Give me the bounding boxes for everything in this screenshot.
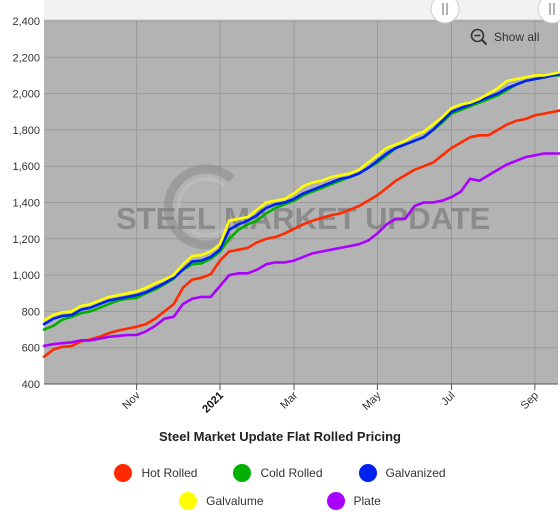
watermark-text: STEEL MARKET UPDATE: [116, 201, 490, 236]
y-tick-label: 1,600: [12, 161, 40, 173]
navigator-background: [44, 0, 558, 20]
legend-item-cold-rolled[interactable]: Cold Rolled: [233, 464, 323, 482]
legend-label-galvalume: Galvalume: [206, 494, 264, 508]
y-tick-label: 1,400: [12, 198, 40, 210]
series-line-hot-rolled[interactable]: [42, 103, 560, 359]
legend-marker-plate: [326, 492, 345, 510]
legend-row-1: Hot Rolled Cold Rolled Galvanized: [0, 464, 560, 482]
legend-item-plate[interactable]: Plate: [326, 492, 381, 510]
legend-label-galvanized: Galvanized: [385, 466, 446, 480]
navigator-handle-left[interactable]: [430, 0, 460, 24]
legend-label-hot-rolled: Hot Rolled: [141, 466, 198, 480]
legend-marker-galvanized: [358, 464, 377, 482]
series-line-galvanized[interactable]: [42, 66, 560, 326]
y-tick-label: 1,800: [12, 125, 40, 137]
series-line-galvalume[interactable]: [42, 70, 560, 322]
legend-label-plate: Plate: [353, 494, 381, 508]
legend-label-cold-rolled: Cold Rolled: [260, 466, 323, 480]
y-tick-label: 800: [22, 306, 40, 318]
series-line-plate[interactable]: [42, 134, 560, 348]
show-all-label: Show all: [494, 30, 540, 44]
x-tick-label: 2021: [200, 390, 226, 416]
x-tick-label: Mar: [278, 389, 300, 411]
chart-title: Steel Market Update Flat Rolled Pricing: [159, 429, 401, 444]
x-tick-label: May: [360, 389, 384, 413]
legend-marker-hot-rolled: [114, 464, 133, 482]
x-tick-label: Sep: [519, 390, 541, 412]
legend-item-hot-rolled[interactable]: Hot Rolled: [114, 464, 197, 482]
zoom-out-icon: [470, 28, 488, 46]
y-tick-label: 2,200: [12, 52, 40, 64]
series-layer: [42, 66, 560, 359]
navigator-handles: [430, 0, 560, 24]
watermark-logo-icon: [163, 164, 236, 250]
y-tick-label: 600: [22, 343, 40, 355]
legend-item-galvanized[interactable]: Galvanized: [358, 464, 446, 482]
legend-marker-cold-rolled: [233, 464, 252, 482]
x-tick-label: Nov: [120, 389, 143, 412]
legend-row-2: Galvalume Plate: [0, 492, 560, 510]
watermark-layer: STEEL MARKET UPDATE: [116, 164, 490, 250]
navigator-handle-right[interactable]: [537, 0, 560, 24]
y-tick-label: 400: [22, 379, 40, 391]
x-tick-label: Jul: [439, 390, 457, 408]
y-tick-label: 2,000: [12, 89, 40, 101]
grid-layer: [44, 20, 558, 385]
legend-item-galvalume[interactable]: Galvalume: [179, 492, 264, 510]
y-tick-label: 1,000: [12, 270, 40, 282]
y-tick-label: 2,400: [12, 16, 40, 28]
show-all-button[interactable]: Show all: [470, 28, 539, 46]
legend-marker-galvalume: [179, 492, 198, 510]
y-tick-label: 1,200: [12, 234, 40, 246]
